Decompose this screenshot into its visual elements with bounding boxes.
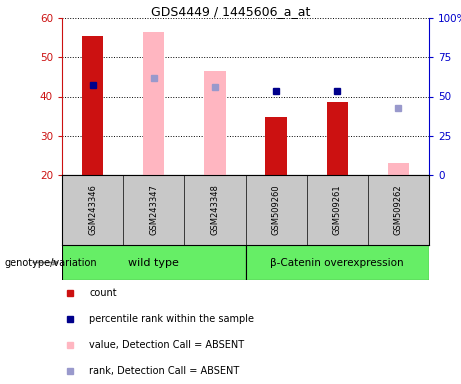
Text: value, Detection Call = ABSENT: value, Detection Call = ABSENT bbox=[89, 340, 244, 350]
Text: GSM509260: GSM509260 bbox=[272, 185, 281, 235]
Text: wild type: wild type bbox=[128, 258, 179, 268]
Text: GSM509262: GSM509262 bbox=[394, 185, 403, 235]
Bar bbox=[388, 163, 409, 175]
Bar bbox=[204, 71, 225, 175]
Text: GSM243346: GSM243346 bbox=[88, 185, 97, 235]
Text: β-Catenin overexpression: β-Catenin overexpression bbox=[271, 258, 404, 268]
Text: count: count bbox=[89, 288, 117, 298]
Bar bbox=[246, 245, 429, 280]
Bar bbox=[62, 245, 246, 280]
Bar bbox=[326, 103, 348, 175]
Text: GSM243347: GSM243347 bbox=[149, 185, 158, 235]
Text: GDS4449 / 1445606_a_at: GDS4449 / 1445606_a_at bbox=[151, 5, 310, 18]
Bar bbox=[82, 36, 103, 175]
Text: genotype/variation: genotype/variation bbox=[5, 258, 97, 268]
Text: percentile rank within the sample: percentile rank within the sample bbox=[89, 314, 254, 324]
Text: GSM243348: GSM243348 bbox=[210, 185, 219, 235]
Text: GSM509261: GSM509261 bbox=[333, 185, 342, 235]
Text: rank, Detection Call = ABSENT: rank, Detection Call = ABSENT bbox=[89, 366, 240, 376]
Bar bbox=[266, 117, 287, 175]
Bar bbox=[143, 32, 165, 175]
